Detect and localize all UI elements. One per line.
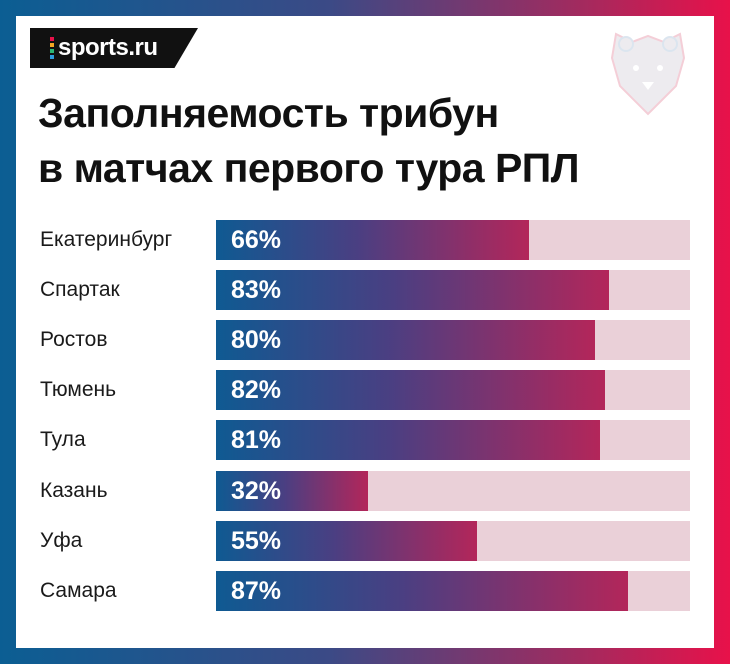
bar-row: Тула 81% <box>16 420 714 461</box>
infographic-card: sports.ru Заполняемость трибун в матчах … <box>16 16 714 648</box>
bar-track: 32% <box>216 470 690 511</box>
bar-value-label: 82% <box>231 376 282 405</box>
bar-value-label: 81% <box>231 426 282 455</box>
bar-row: Екатеринбург 66% <box>16 220 714 260</box>
title-line-1: Заполняемость трибун <box>38 90 499 136</box>
bar-row: Самара 87% <box>16 570 714 611</box>
bar-row: Казань 32% <box>16 470 714 511</box>
bar: 80% <box>216 320 596 361</box>
title-line-2: в матчах первого тура РПЛ <box>38 145 580 191</box>
bar: 55% <box>216 520 477 561</box>
bar-value-label: 83% <box>231 276 282 305</box>
bar-value-label: 55% <box>231 526 282 555</box>
page-title: Заполняемость трибун в матчах первого ту… <box>38 86 580 196</box>
logo-dot <box>50 49 54 53</box>
bar-value-label: 32% <box>231 476 282 505</box>
bar-value-label: 80% <box>231 326 282 355</box>
sports-ru-logo: sports.ru <box>30 28 198 68</box>
bar: 82% <box>216 370 605 411</box>
logo-dot <box>50 37 54 41</box>
category-label: Казань <box>40 478 108 502</box>
bar: 81% <box>216 420 600 461</box>
logo-dot <box>50 43 54 47</box>
bar-row: Тюмень 82% <box>16 370 714 411</box>
bar: 32% <box>216 470 368 511</box>
bar-track: 82% <box>216 370 690 411</box>
bar-track: 66% <box>216 220 690 260</box>
bar-track: 87% <box>216 570 690 611</box>
bar-track: 83% <box>216 270 690 311</box>
category-label: Екатеринбург <box>40 228 173 251</box>
logo-text: sports.ru <box>58 34 158 61</box>
logo-dot <box>50 55 54 59</box>
bar: 83% <box>216 270 610 311</box>
bar-row: Уфа 55% <box>16 520 714 561</box>
logo-dots-icon <box>50 37 54 59</box>
bar-row: Ростов 80% <box>16 320 714 361</box>
bar-track: 81% <box>216 420 690 461</box>
rpl-bear-icon <box>610 32 686 116</box>
category-label: Тюмень <box>40 378 117 402</box>
category-label: Спартак <box>40 278 120 302</box>
bar: 87% <box>216 570 629 611</box>
bar-value-label: 87% <box>231 576 282 605</box>
category-label: Самара <box>40 578 117 602</box>
category-label: Уфа <box>40 528 83 552</box>
category-label: Тула <box>40 428 86 452</box>
category-label: Ростов <box>40 328 108 352</box>
bar-track: 55% <box>216 520 690 561</box>
bar-track: 80% <box>216 320 690 361</box>
bar-value-label: 66% <box>231 226 282 254</box>
bar: 66% <box>216 220 529 260</box>
bar-row: Спартак 83% <box>16 270 714 311</box>
